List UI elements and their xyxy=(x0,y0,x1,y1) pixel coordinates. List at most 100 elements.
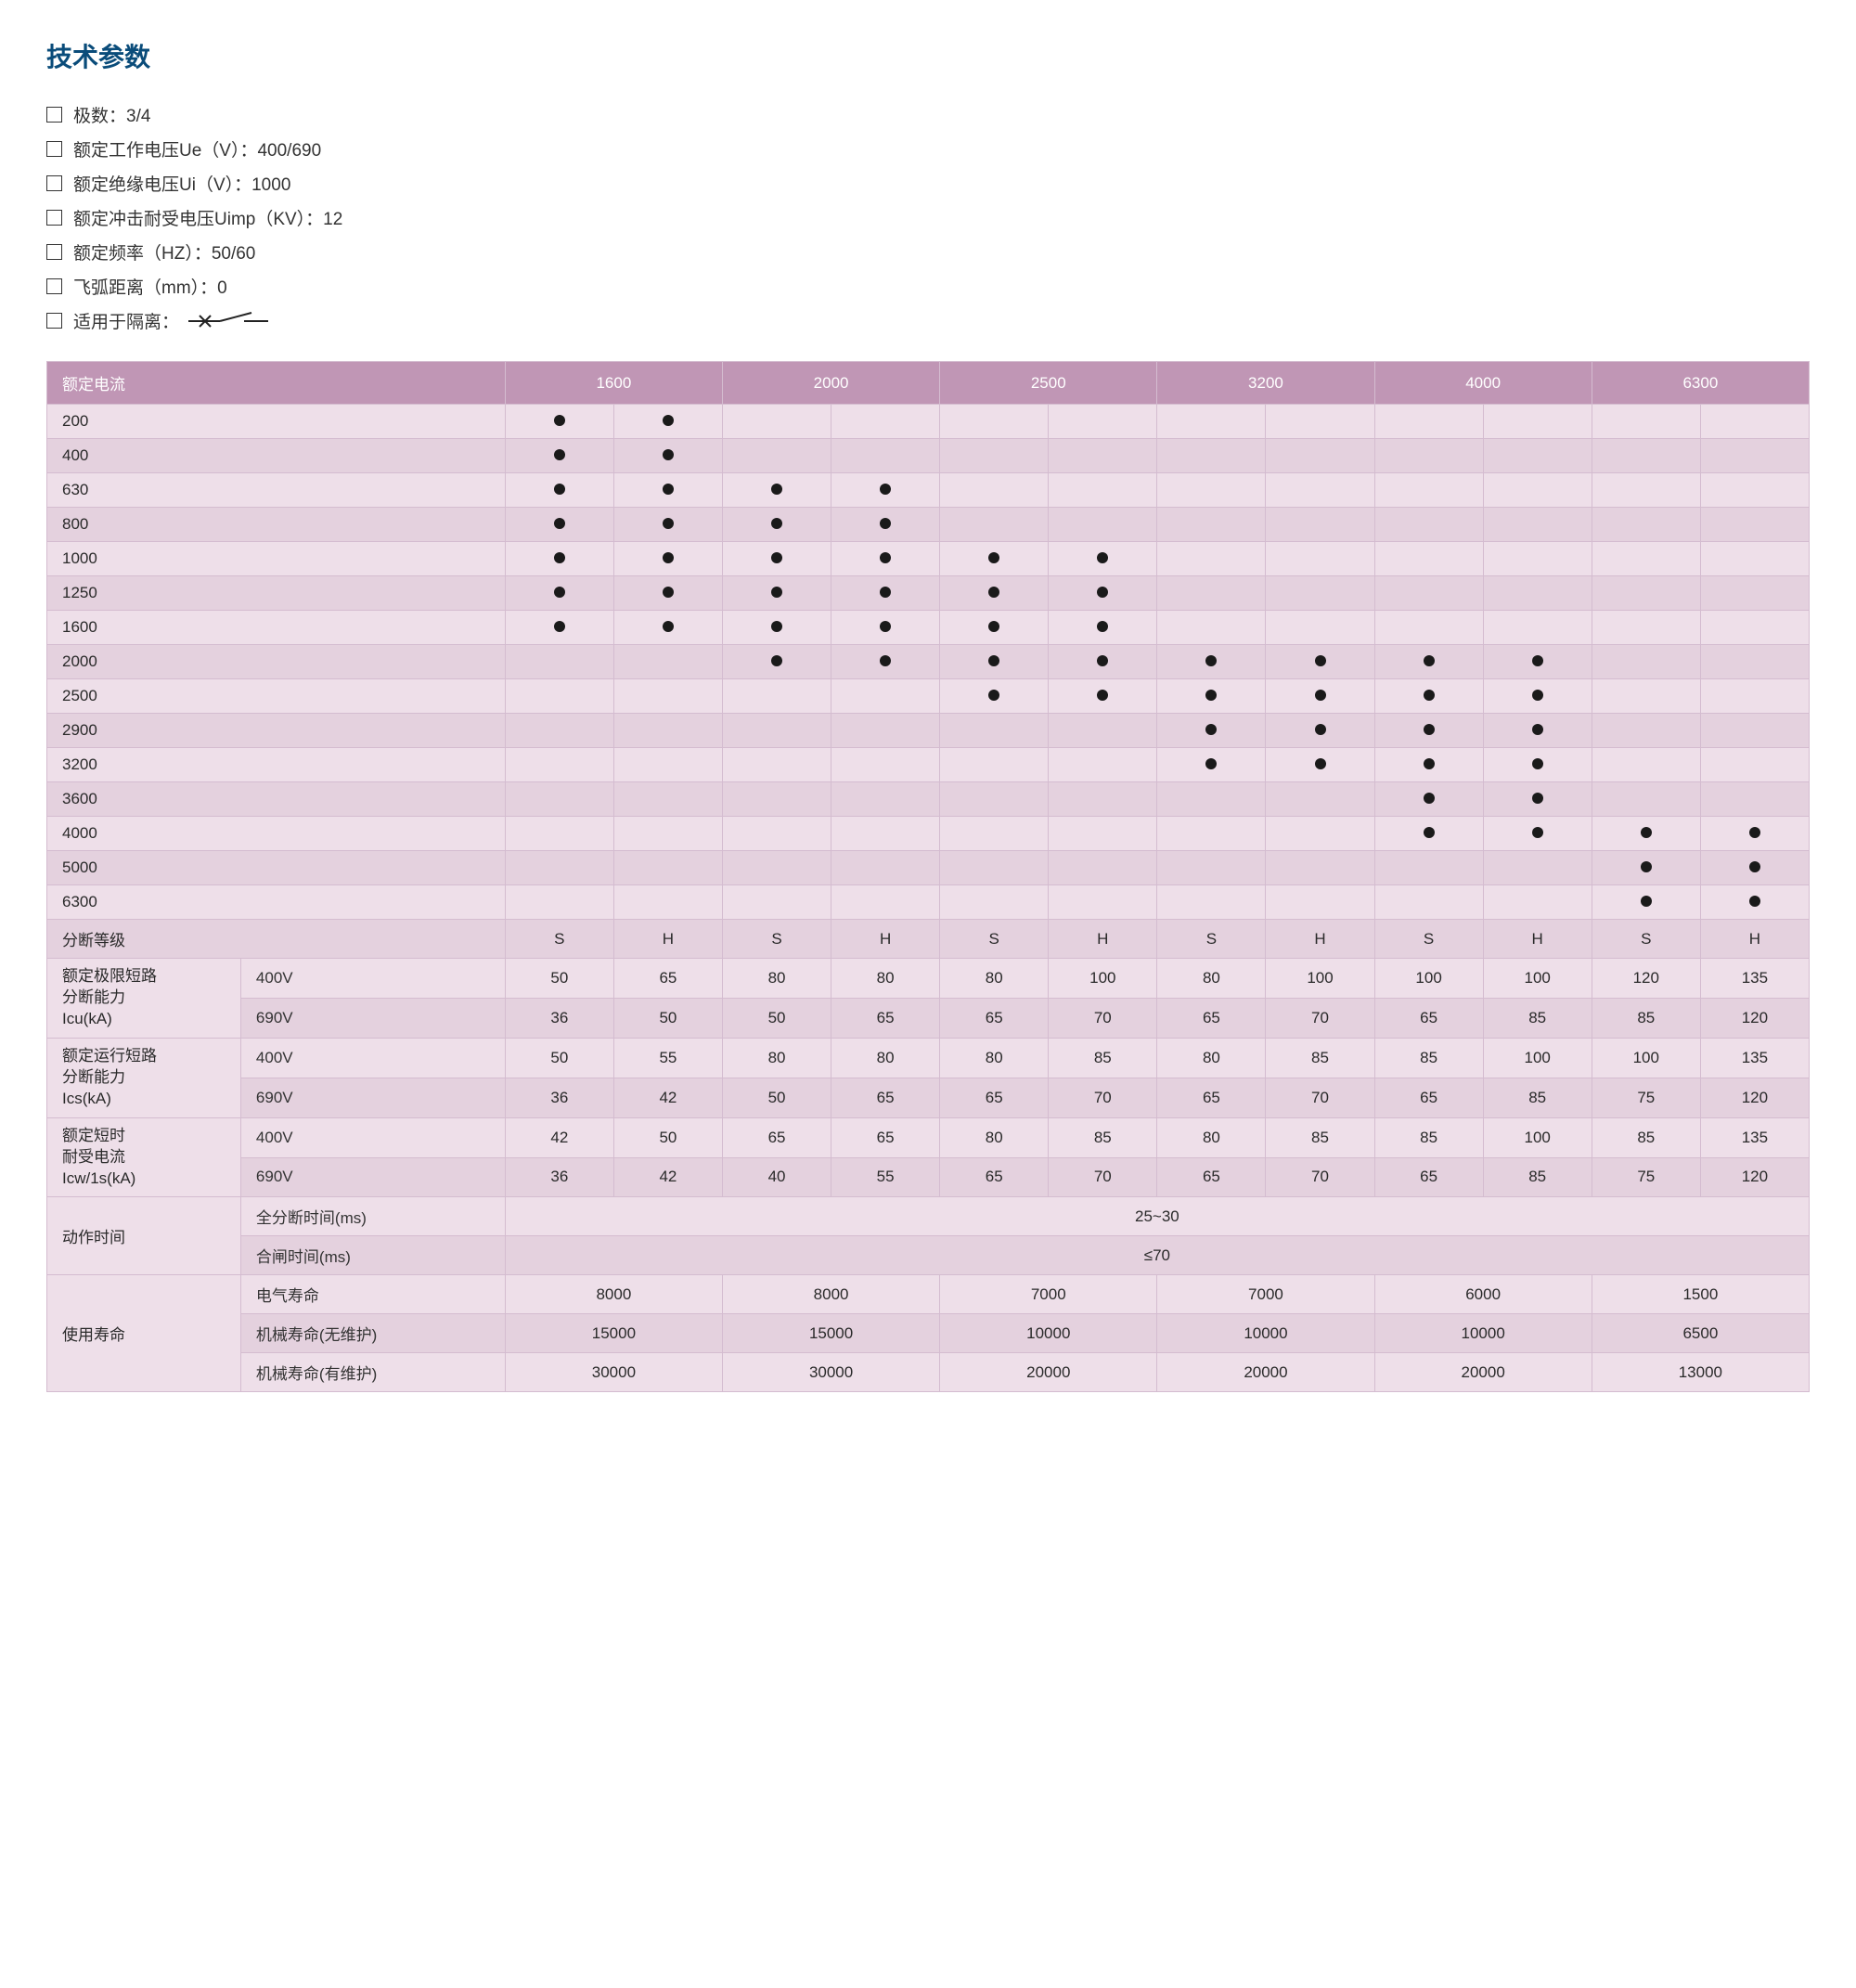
dot-cell xyxy=(505,748,613,782)
sub-label: 400V xyxy=(240,1038,505,1078)
dot-icon xyxy=(1097,552,1108,563)
value-cell: 7000 xyxy=(940,1275,1157,1314)
group-label: 额定运行短路分断能力Ics(kA) xyxy=(47,1038,241,1117)
dot-icon xyxy=(1532,793,1543,804)
sh-cell: H xyxy=(1483,920,1592,959)
value-cell: 75 xyxy=(1592,1078,1700,1117)
value-cell: 70 xyxy=(1049,998,1157,1038)
table-row: 动作时间全分断时间(ms)25~30 xyxy=(47,1197,1810,1236)
value-cell: 80 xyxy=(1157,1038,1266,1078)
dot-cell xyxy=(1266,576,1374,611)
dot-cell xyxy=(505,611,613,645)
dot-cell xyxy=(831,542,940,576)
sub-label: 机械寿命(无维护) xyxy=(240,1314,505,1353)
dot-cell xyxy=(1374,439,1483,473)
dot-cell xyxy=(1049,645,1157,679)
dot-icon xyxy=(1315,724,1326,735)
dot-cell xyxy=(1049,817,1157,851)
table-row: 1250 xyxy=(47,576,1810,611)
dot-cell xyxy=(1592,679,1700,714)
dot-cell xyxy=(1049,885,1157,920)
sh-cell: S xyxy=(940,920,1049,959)
value-cell: 85 xyxy=(1592,1117,1700,1157)
sub-label: 690V xyxy=(240,1157,505,1197)
dot-cell xyxy=(1483,576,1592,611)
value-cell: 50 xyxy=(613,1117,722,1157)
dot-icon xyxy=(988,655,999,666)
dot-cell xyxy=(940,508,1049,542)
dot-icon xyxy=(1424,724,1435,735)
dot-cell xyxy=(613,508,722,542)
dot-icon xyxy=(880,552,891,563)
dot-cell xyxy=(1483,645,1592,679)
dot-cell xyxy=(1592,405,1700,439)
header-col: 2500 xyxy=(940,362,1157,405)
value-cell: 85 xyxy=(1374,1038,1483,1078)
dot-cell xyxy=(1374,851,1483,885)
value-cell: 10000 xyxy=(1157,1314,1374,1353)
dot-cell xyxy=(1592,782,1700,817)
value-cell: 36 xyxy=(505,1157,613,1197)
value-cell: 30000 xyxy=(505,1353,722,1392)
dot-cell xyxy=(831,508,940,542)
dot-cell xyxy=(1157,714,1266,748)
sub-label: 机械寿命(有维护) xyxy=(240,1353,505,1392)
dot-cell xyxy=(1049,473,1157,508)
sh-cell: H xyxy=(831,920,940,959)
dot-cell xyxy=(722,679,831,714)
dot-icon xyxy=(1532,758,1543,769)
dot-icon xyxy=(1315,690,1326,701)
dot-cell xyxy=(613,542,722,576)
value-cell: 120 xyxy=(1700,1157,1809,1197)
group-label: 额定极限短路分断能力Icu(kA) xyxy=(47,959,241,1039)
dot-cell xyxy=(940,782,1049,817)
dot-cell xyxy=(1700,611,1809,645)
dot-cell xyxy=(831,576,940,611)
value-cell: 85 xyxy=(1483,1078,1592,1117)
value-cell: 120 xyxy=(1592,959,1700,999)
spec-text: 额定频率（HZ）：50/60 xyxy=(73,239,255,265)
dot-cell xyxy=(1592,714,1700,748)
dot-icon xyxy=(663,621,674,632)
dot-cell xyxy=(1157,405,1266,439)
header-label: 额定电流 xyxy=(47,362,506,405)
value-cell: 65 xyxy=(1157,998,1266,1038)
dot-cell xyxy=(613,851,722,885)
dot-icon xyxy=(988,552,999,563)
dot-icon xyxy=(771,484,782,495)
header-col: 3200 xyxy=(1157,362,1374,405)
dot-cell xyxy=(1266,748,1374,782)
dot-cell xyxy=(505,542,613,576)
dot-icon xyxy=(988,587,999,598)
dot-cell xyxy=(613,714,722,748)
dot-cell xyxy=(940,439,1049,473)
dot-icon xyxy=(1205,690,1217,701)
row-label: 400 xyxy=(47,439,506,473)
dot-cell xyxy=(1157,748,1266,782)
dot-cell xyxy=(1700,439,1809,473)
value-cell: 15000 xyxy=(505,1314,722,1353)
dot-icon xyxy=(771,587,782,598)
value-cell: 85 xyxy=(1592,998,1700,1038)
sub-label: 690V xyxy=(240,1078,505,1117)
table-row: 合闸时间(ms)≤70 xyxy=(47,1236,1810,1275)
header-col: 1600 xyxy=(505,362,722,405)
sh-cell: S xyxy=(1374,920,1483,959)
dot-icon xyxy=(1641,861,1652,872)
dot-cell xyxy=(722,782,831,817)
value-cell: 80 xyxy=(1157,959,1266,999)
dot-cell xyxy=(940,611,1049,645)
table-body: 2004006308001000125016002000250029003200… xyxy=(47,405,1810,1392)
spec-item: 额定频率（HZ）：50/60 xyxy=(46,239,1810,265)
table-row: 3200 xyxy=(47,748,1810,782)
value-cell: 135 xyxy=(1700,1117,1809,1157)
dot-cell xyxy=(505,679,613,714)
dot-cell xyxy=(505,405,613,439)
dot-icon xyxy=(880,655,891,666)
dot-cell xyxy=(1374,473,1483,508)
dot-icon xyxy=(1532,690,1543,701)
dot-cell xyxy=(613,748,722,782)
dot-cell xyxy=(1266,405,1374,439)
value-cell: 85 xyxy=(1483,998,1592,1038)
value-cell: 80 xyxy=(831,959,940,999)
